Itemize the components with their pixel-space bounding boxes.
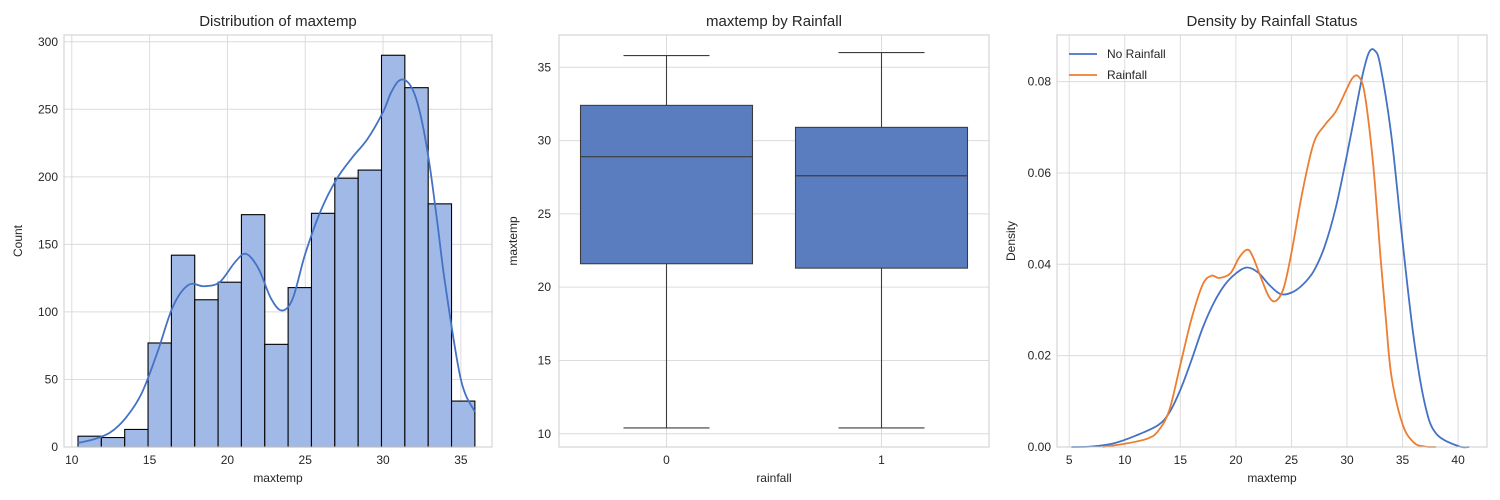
histogram-bar (147, 342, 172, 448)
y-tick-label: 0.04 (1028, 257, 1052, 271)
x-tick-label: 0 (663, 453, 670, 467)
histogram-bar (194, 299, 219, 448)
x-tick-label: 25 (1285, 453, 1299, 467)
plot-frame (63, 34, 493, 448)
y-tick-label: 100 (38, 305, 58, 319)
x-tick-label: 30 (1340, 453, 1354, 467)
x-tick-label: 35 (1396, 453, 1410, 467)
boxplot-y-axis-label: maxtemp (506, 216, 520, 266)
density-title: Density by Rainfall Status (1187, 13, 1358, 30)
y-tick-label: 0.00 (1028, 440, 1052, 454)
box-iqr (794, 126, 969, 269)
histogram-title: Distribution of maxtemp (199, 13, 357, 30)
y-tick-label: 300 (38, 35, 58, 49)
boxplot-title: maxtemp by Rainfall (706, 13, 842, 30)
histogram-bar (357, 169, 383, 448)
histogram-bar (240, 214, 266, 448)
y-tick-label: 30 (538, 134, 552, 148)
x-tick-label: 15 (1174, 453, 1188, 467)
density-x-axis-label: maxtemp (1247, 471, 1297, 485)
x-tick-label: 1 (878, 453, 885, 467)
x-tick-label: 20 (221, 453, 235, 467)
histogram-y-axis-label: Count (11, 224, 25, 257)
x-tick-label: 30 (376, 453, 390, 467)
x-tick-label: 5 (1066, 453, 1073, 467)
legend-label: Rainfall (1107, 68, 1147, 82)
y-tick-label: 0.06 (1028, 166, 1052, 180)
histogram-panel: 10 15 20 25 30 35 0 50 100 150 200 250 300 Distributi… (11, 13, 493, 485)
y-tick-label: 150 (38, 237, 58, 251)
x-tick-label: 10 (65, 453, 79, 467)
kde-curve (77, 78, 476, 444)
y-tick-label: 20 (538, 280, 552, 294)
boxplot-panel: 10 15 20 25 30 35 0 1 maxtemp by Rainfall rainfal… (506, 13, 990, 485)
histogram-bar (124, 428, 149, 448)
y-tick-label: 0.08 (1028, 75, 1052, 89)
x-tick-label: 15 (143, 453, 157, 467)
histogram-bar (287, 287, 313, 448)
plot-frame (558, 34, 990, 448)
plot-frame (1056, 34, 1488, 448)
y-tick-label: 200 (38, 170, 58, 184)
histogram-bar (310, 212, 336, 448)
histogram-bar (334, 177, 359, 448)
box-iqr (579, 104, 754, 265)
histogram-bar (217, 281, 242, 448)
histogram-bar (264, 343, 289, 448)
histogram-bar (380, 54, 406, 448)
y-tick-label: 35 (538, 60, 552, 74)
y-tick-label: 25 (538, 207, 552, 221)
y-tick-label: 15 (538, 353, 552, 367)
x-tick-label: 25 (299, 453, 313, 467)
legend-label: No Rainfall (1107, 47, 1166, 61)
histogram-bar (404, 87, 429, 448)
y-tick-label: 0 (51, 440, 58, 454)
histogram-bar (100, 436, 126, 448)
x-tick-label: 20 (1229, 453, 1243, 467)
y-tick-label: 0.02 (1028, 349, 1052, 363)
density-line-rainfall (1102, 74, 1436, 448)
density-line-no-rainfall (1071, 48, 1470, 449)
boxplot-x-axis-label: rainfall (756, 471, 791, 485)
x-tick-label: 10 (1118, 453, 1132, 467)
density-y-axis-label: Density (1004, 221, 1018, 261)
histogram-bar (450, 400, 476, 448)
x-tick-label: 35 (454, 453, 468, 467)
y-tick-label: 50 (45, 372, 59, 386)
y-tick-label: 10 (538, 427, 552, 441)
histogram-x-axis-label: maxtemp (253, 471, 303, 485)
y-tick-label: 250 (38, 102, 58, 116)
density-panel: 5 10 15 20 25 30 35 40 0.00 0.02 0.04 0.06 0.08 No Ra… (1004, 13, 1488, 485)
x-tick-label: 40 (1451, 453, 1465, 467)
